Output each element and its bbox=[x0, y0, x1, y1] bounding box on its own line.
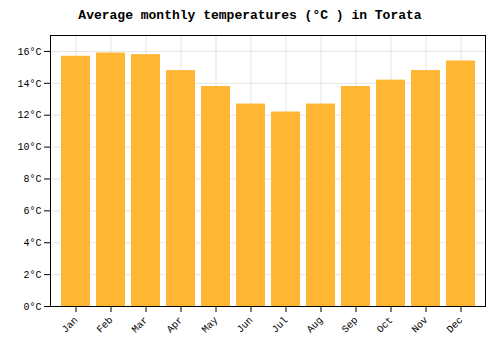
svg-text:12°C: 12°C bbox=[17, 110, 41, 121]
svg-text:8°C: 8°C bbox=[23, 174, 41, 185]
svg-text:Mar: Mar bbox=[130, 315, 151, 336]
svg-text:Aug: Aug bbox=[305, 315, 326, 336]
svg-text:Sep: Sep bbox=[340, 315, 361, 336]
svg-text:Nov: Nov bbox=[410, 315, 431, 336]
svg-text:16°C: 16°C bbox=[17, 47, 41, 58]
svg-text:Apr: Apr bbox=[165, 315, 186, 336]
svg-text:0°C: 0°C bbox=[23, 302, 41, 313]
svg-text:6°C: 6°C bbox=[23, 206, 41, 217]
svg-text:10°C: 10°C bbox=[17, 142, 41, 153]
svg-text:Jun: Jun bbox=[235, 315, 256, 336]
svg-text:Jul: Jul bbox=[270, 315, 291, 336]
svg-text:4°C: 4°C bbox=[23, 238, 41, 249]
svg-text:Jan: Jan bbox=[60, 315, 81, 336]
svg-text:Dec: Dec bbox=[445, 315, 466, 336]
svg-text:Oct: Oct bbox=[375, 315, 396, 336]
html-text:Average monthly temperatures (: Average monthly temperatures (°C ) in To… bbox=[78, 8, 422, 23]
svg-text:Feb: Feb bbox=[95, 315, 116, 336]
svg-text:2°C: 2°C bbox=[23, 270, 41, 281]
svg-text:May: May bbox=[200, 315, 221, 336]
svg-text:14°C: 14°C bbox=[17, 79, 41, 90]
